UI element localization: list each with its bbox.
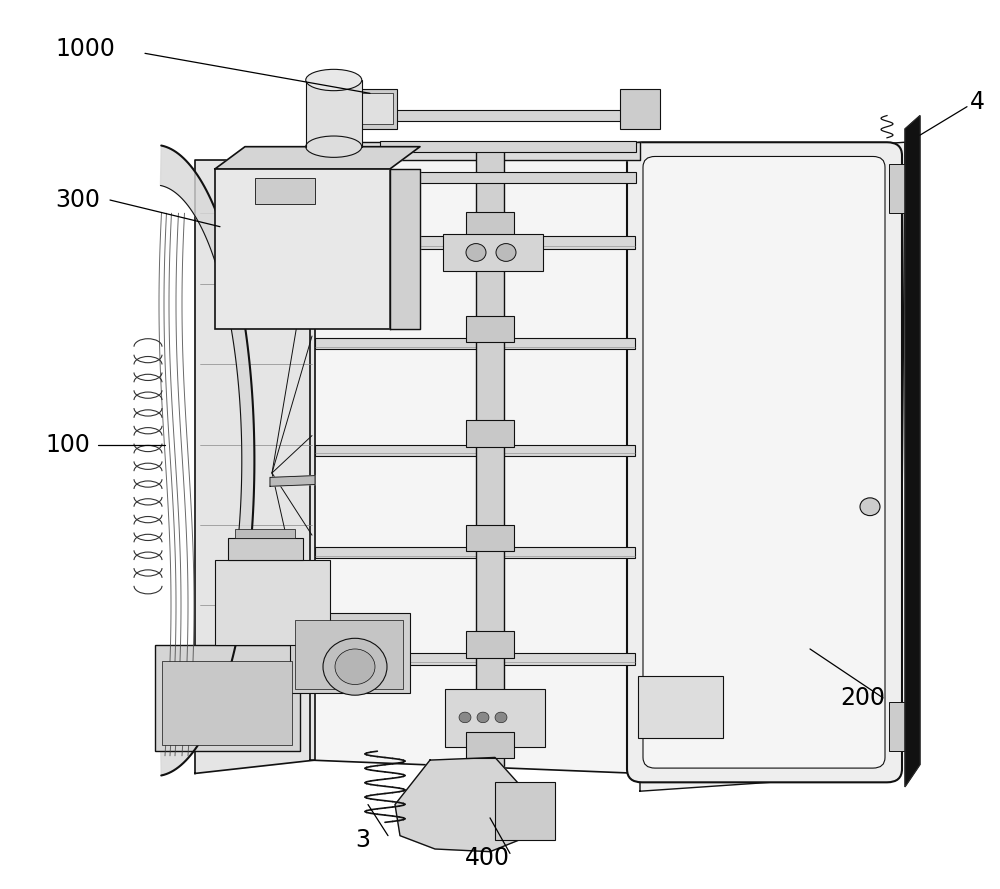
- Circle shape: [496, 244, 516, 261]
- Bar: [443, 234, 543, 271]
- Bar: [889, 164, 907, 213]
- Text: 1000: 1000: [55, 37, 115, 60]
- Bar: [889, 702, 907, 751]
- Bar: [368, 110, 636, 121]
- Bar: [215, 169, 390, 329]
- FancyBboxPatch shape: [643, 156, 885, 768]
- Circle shape: [459, 712, 471, 723]
- Polygon shape: [310, 160, 640, 773]
- Polygon shape: [310, 142, 640, 160]
- Circle shape: [495, 712, 507, 723]
- Text: 200: 200: [840, 686, 885, 709]
- Bar: [290, 613, 410, 693]
- Polygon shape: [195, 160, 315, 773]
- Circle shape: [335, 649, 375, 685]
- Polygon shape: [640, 142, 905, 791]
- Circle shape: [477, 712, 489, 723]
- Text: 300: 300: [55, 188, 100, 212]
- Bar: [215, 560, 330, 645]
- Bar: [355, 89, 397, 129]
- Bar: [255, 178, 315, 204]
- Bar: [466, 316, 514, 342]
- Polygon shape: [270, 476, 315, 486]
- Bar: [620, 89, 660, 129]
- Bar: [466, 631, 514, 658]
- Polygon shape: [390, 169, 420, 329]
- Polygon shape: [395, 757, 535, 852]
- Bar: [380, 141, 636, 152]
- Bar: [466, 212, 514, 238]
- Circle shape: [466, 244, 486, 261]
- Bar: [315, 236, 635, 249]
- Bar: [359, 93, 393, 124]
- Polygon shape: [160, 146, 254, 775]
- FancyBboxPatch shape: [627, 142, 902, 782]
- Bar: [235, 529, 295, 538]
- Bar: [315, 338, 635, 349]
- Bar: [382, 172, 636, 183]
- Bar: [315, 547, 635, 558]
- Text: 400: 400: [465, 846, 510, 869]
- Ellipse shape: [306, 69, 362, 91]
- Bar: [638, 676, 723, 738]
- Bar: [476, 142, 504, 773]
- Bar: [295, 620, 403, 689]
- Bar: [306, 80, 362, 147]
- Bar: [228, 538, 303, 560]
- Bar: [155, 645, 300, 751]
- Bar: [730, 693, 840, 760]
- Bar: [315, 444, 635, 456]
- Ellipse shape: [306, 136, 362, 157]
- Text: 3: 3: [355, 829, 370, 852]
- Bar: [445, 689, 545, 747]
- Circle shape: [323, 638, 387, 695]
- Bar: [162, 661, 292, 745]
- Text: 100: 100: [45, 433, 90, 456]
- Bar: [315, 653, 635, 665]
- Polygon shape: [215, 147, 420, 169]
- Circle shape: [860, 498, 880, 516]
- Bar: [466, 525, 514, 551]
- Polygon shape: [905, 116, 920, 787]
- Bar: [466, 732, 514, 758]
- Bar: [495, 782, 555, 840]
- Bar: [466, 420, 514, 447]
- Text: 4: 4: [970, 91, 985, 114]
